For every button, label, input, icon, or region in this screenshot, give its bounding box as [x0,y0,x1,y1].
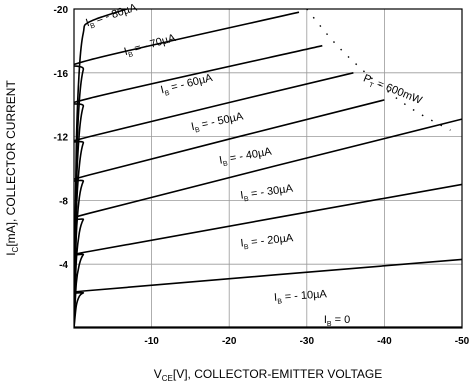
x-tick-label: -30 [300,336,315,347]
x-tick-label: -40 [377,336,392,347]
x-tick-labels: -10 -20 -30 -40 -50 [144,336,469,347]
series-label-6: IB = - 20µA [240,232,295,252]
y-axis-title: IC[mA], COLLECTOR CURRENT [4,80,20,256]
series-line-1 [74,258,462,328]
series-label-7: IB = - 10µA [274,288,328,306]
x-tick-label: -10 [144,336,159,347]
y-tick-label: -20 [54,5,69,16]
x-tick-label: -20 [222,336,237,347]
plot-frame [73,8,463,329]
series-line-8 [74,9,128,328]
series-label-8: IB = 0 [324,314,350,328]
y-tick-label: -8 [59,196,68,207]
series-line-2 [74,183,462,328]
x-tick-label: -50 [455,336,470,347]
y-tick-label: -4 [59,260,68,271]
curve-group [74,9,462,328]
y-tick-label: -12 [54,133,69,144]
y-tick-labels: -20 -16 -12 -8 -4 [54,5,69,271]
x-axis-title: VCE[V], COLLECTOR-EMITTER VOLTAGE [154,367,383,383]
y-tick-label: -16 [54,69,69,80]
